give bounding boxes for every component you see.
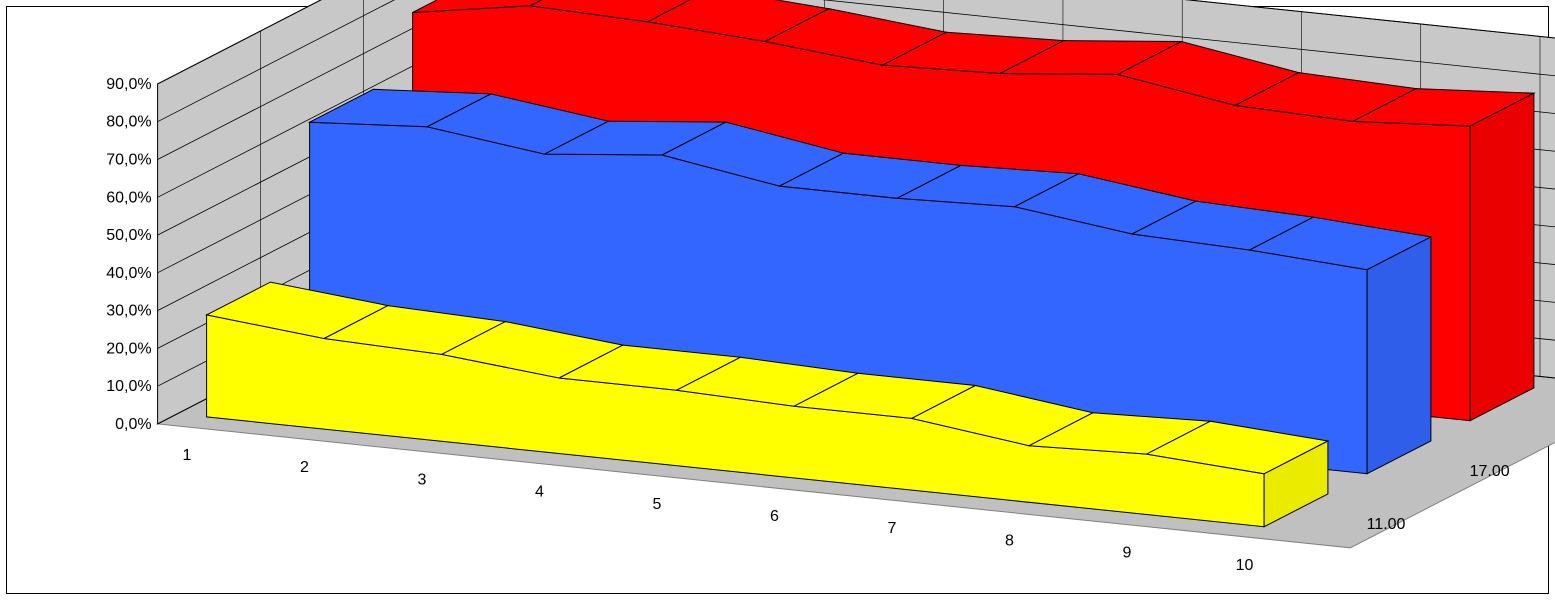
- y-tick-label: 40,0%: [106, 265, 151, 282]
- x-tick-label: 6: [770, 508, 779, 525]
- y-tick-label: 60,0%: [106, 189, 151, 206]
- y-tick-label: 50,0%: [106, 227, 151, 244]
- series-1: [205, 281, 1330, 528]
- depth-tick-label: 11.00: [1367, 516, 1406, 533]
- y-tick-label: 10,0%: [106, 378, 151, 395]
- series-end-face: [1263, 440, 1329, 528]
- series-end-face: [1366, 236, 1432, 475]
- x-tick-label: 3: [418, 471, 427, 488]
- y-tick-label: 70,0%: [106, 152, 151, 169]
- y-tick-label: 0,0%: [115, 416, 151, 433]
- x-tick-label: 5: [653, 496, 662, 513]
- series-end-face: [1469, 92, 1535, 422]
- x-tick-label: 10: [1236, 557, 1254, 574]
- y-tick-label: 80,0%: [106, 114, 151, 131]
- x-tick-label: 7: [888, 520, 897, 537]
- x-tick-label: 2: [300, 459, 309, 476]
- y-tick-label: 30,0%: [106, 303, 151, 320]
- data-point: [412, 0, 543, 13]
- depth-tick-label: 17.00: [1470, 463, 1510, 480]
- x-tick-label: 8: [1005, 532, 1014, 549]
- data-point: [528, 0, 691, 23]
- x-tick-label: 9: [1123, 545, 1132, 562]
- x-tick-label: 1: [183, 447, 192, 464]
- x-tick-label: 4: [535, 484, 544, 501]
- y-tick-label: 90,0%: [106, 76, 151, 93]
- y-tick-label: 20,0%: [106, 340, 151, 357]
